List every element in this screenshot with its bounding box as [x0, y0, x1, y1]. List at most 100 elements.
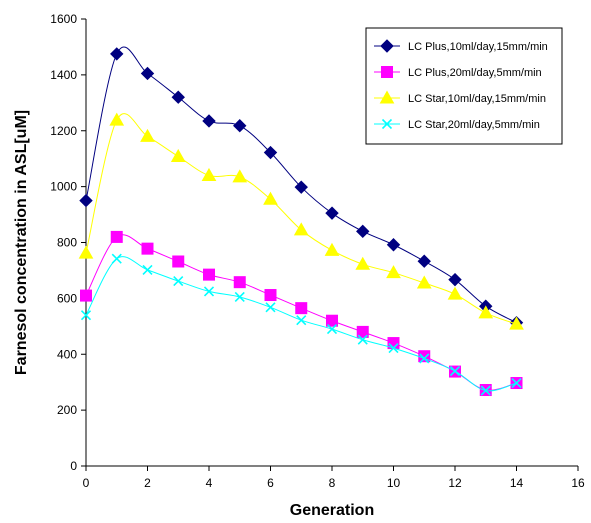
legend-item: LC Star,20ml/day,5mm/min [374, 118, 540, 131]
data-point [142, 264, 153, 275]
x-marker-stroke [173, 275, 184, 287]
x-tick-label: 2 [144, 476, 151, 490]
legend-item: LC Plus,20ml/day,5mm/min [374, 66, 542, 79]
series-3 [78, 112, 524, 330]
data-point [201, 167, 217, 181]
data-point [233, 119, 247, 133]
data-point [109, 112, 125, 126]
x-marker-stroke [511, 377, 522, 389]
data-point [295, 302, 308, 315]
legend-label: LC Plus,10ml/day,15mm/min [408, 41, 548, 53]
data-point [80, 289, 92, 302]
data-point [357, 334, 368, 345]
x-marker-stroke [381, 118, 393, 130]
data-point [386, 265, 401, 279]
data-point [173, 275, 184, 287]
data-point [511, 377, 522, 389]
data-point [110, 230, 123, 243]
x-marker-stroke [203, 286, 215, 297]
data-point [386, 238, 401, 252]
y-tick-label: 0 [70, 459, 77, 473]
data-point [78, 245, 94, 259]
legend-label: LC Star,10ml/day,15mm/min [408, 93, 546, 105]
legend: LC Plus,10ml/day,15mm/min LC Plus,20ml/da… [365, 27, 563, 145]
x-marker-stroke [111, 253, 122, 264]
data-point [202, 114, 216, 128]
x-tick-label: 6 [267, 476, 274, 490]
data-point [388, 343, 399, 354]
legend-marker [379, 90, 395, 104]
x-tick-label: 14 [510, 476, 524, 490]
x-tick-label: 10 [387, 476, 401, 490]
x-marker-stroke [480, 385, 491, 396]
data-point [509, 316, 524, 330]
y-tick-label: 200 [57, 403, 77, 417]
y-tick-label: 1600 [50, 12, 77, 26]
series-4 [80, 253, 522, 396]
data-point [263, 145, 278, 160]
data-point [480, 385, 491, 396]
data-point [324, 242, 340, 256]
y-tick-label: 1000 [50, 180, 77, 194]
data-point [416, 275, 432, 289]
x-tick-label: 0 [83, 476, 90, 490]
series-layer [78, 46, 524, 397]
x-axis-ticks: 0 2 4 6 8 10 12 14 16 [83, 466, 585, 490]
x-marker-stroke [142, 264, 153, 275]
x-marker-stroke [419, 353, 430, 364]
x-marker-stroke [234, 291, 245, 303]
x-tick-label: 8 [329, 476, 336, 490]
legend-marker [381, 118, 393, 130]
data-point [265, 302, 276, 313]
x-tick-label: 4 [206, 476, 213, 490]
legend-item: LC Star,10ml/day,15mm/min [374, 90, 546, 105]
x-marker-stroke [388, 343, 399, 354]
data-point [478, 305, 494, 319]
data-point [233, 276, 246, 289]
data-point [80, 310, 92, 321]
data-point [234, 291, 245, 303]
y-tick-label: 1200 [50, 124, 77, 138]
x-marker-stroke [80, 310, 92, 321]
data-point [110, 47, 124, 61]
x-marker-stroke [265, 302, 276, 313]
x-marker-stroke [326, 324, 338, 335]
data-point [79, 193, 93, 208]
data-point [140, 66, 155, 81]
x-tick-label: 16 [571, 476, 585, 490]
legend-label: LC Plus,20ml/day,5mm/min [408, 67, 542, 79]
data-point [447, 286, 463, 300]
legend-marker [380, 39, 394, 53]
data-point [325, 206, 339, 220]
x-axis-title: Generation [290, 502, 374, 519]
data-point [203, 286, 215, 297]
data-point [326, 314, 338, 327]
data-point [141, 242, 154, 255]
data-point [356, 325, 369, 338]
data-point [171, 90, 185, 104]
plot-area: 0 2 4 6 8 10 12 14 16 0 200 400 600 800 1000 1200 1400 1… [50, 12, 585, 490]
x-marker-stroke [357, 334, 368, 345]
y-tick-label: 1400 [50, 68, 77, 82]
data-point [232, 169, 248, 183]
data-point [296, 315, 307, 326]
data-point [203, 268, 215, 281]
data-point [293, 222, 309, 236]
x-marker-stroke [449, 365, 461, 377]
data-point [355, 256, 371, 270]
x-tick-label: 12 [448, 476, 462, 490]
y-tick-label: 800 [57, 236, 77, 250]
data-point [419, 353, 430, 364]
y-tick-label: 600 [57, 291, 77, 305]
data-point [294, 180, 308, 194]
data-point [326, 324, 338, 335]
y-axis-title: Farnesol concentration in ASL[uM] [13, 110, 30, 375]
y-tick-label: 400 [57, 347, 77, 361]
data-point [449, 365, 461, 377]
data-point [448, 272, 462, 287]
data-point [140, 128, 155, 142]
legend-box [365, 27, 563, 145]
x-marker-stroke [296, 315, 307, 326]
data-point [356, 224, 370, 239]
